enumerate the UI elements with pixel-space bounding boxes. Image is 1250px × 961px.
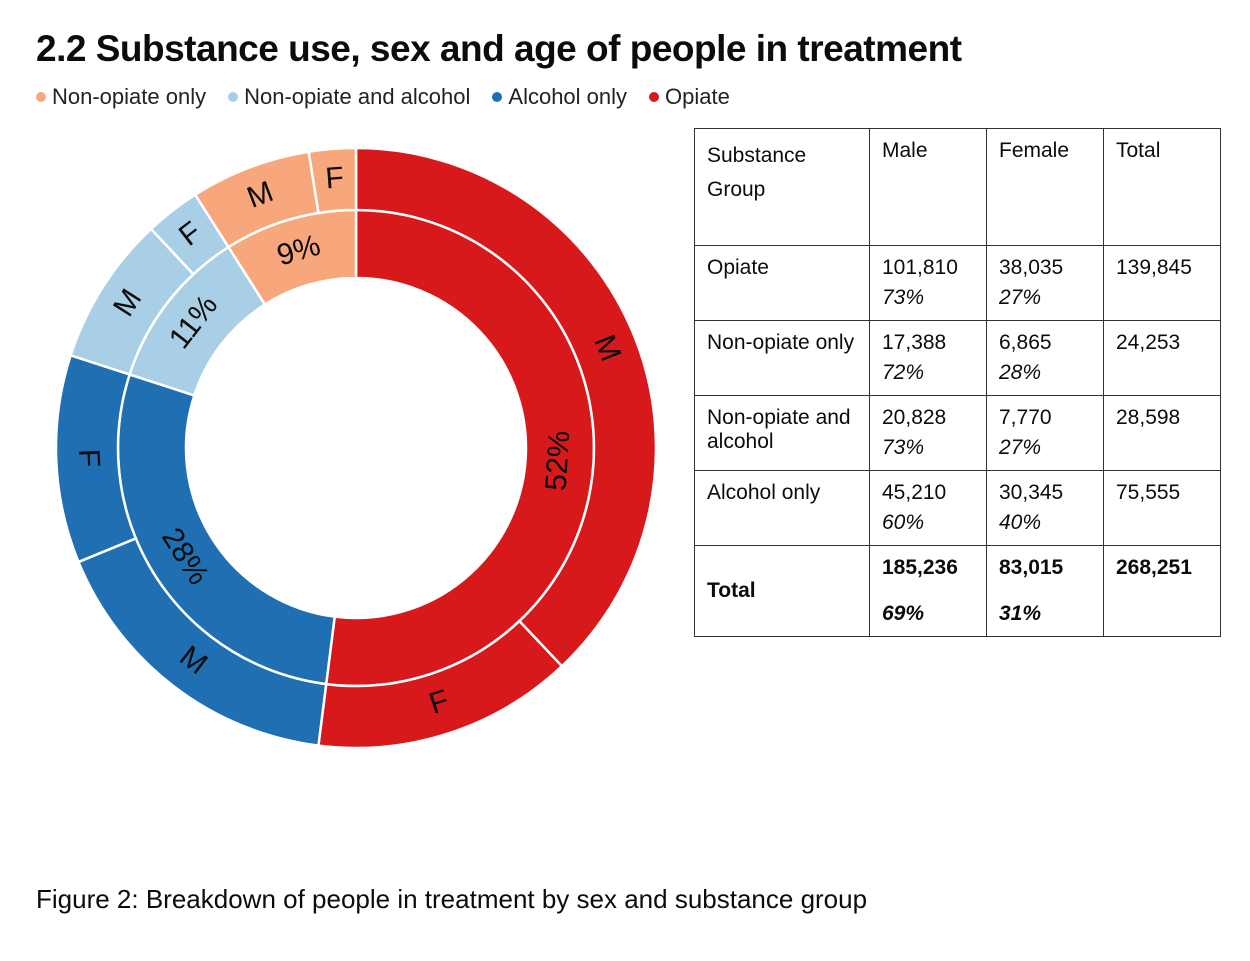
- value-cell: 45,210 60%: [870, 471, 987, 546]
- group-cell: Alcohol only: [695, 471, 870, 546]
- col-header: Female: [987, 129, 1104, 246]
- table-row: Non-opiate and alcohol 20,828 73% 7,770 …: [695, 396, 1221, 471]
- col-header: SubstanceGroup: [695, 129, 870, 246]
- legend-swatch-icon: [492, 92, 502, 102]
- legend-item: Non-opiate only: [36, 84, 206, 110]
- legend-label: Alcohol only: [508, 84, 627, 110]
- data-table: SubstanceGroup Male Female Total Opiate …: [694, 128, 1221, 637]
- donut-label: F: [72, 448, 106, 468]
- cell-number: 7,770: [999, 406, 1091, 430]
- cell-percent: 69%: [882, 602, 974, 626]
- cell-percent: 60%: [882, 511, 974, 535]
- value-cell: 17,388 72%: [870, 321, 987, 396]
- table-row: Non-opiate only 17,388 72% 6,865 28% 24,…: [695, 321, 1221, 396]
- col-header: Male: [870, 129, 987, 246]
- total-cell: 24,253: [1104, 321, 1221, 396]
- content-row: 52%28%11%9%MFMFMFMF SubstanceGroup Male …: [36, 128, 1214, 768]
- cell-percent: 73%: [882, 436, 974, 460]
- value-cell: 6,865 28%: [987, 321, 1104, 396]
- data-table-wrap: SubstanceGroup Male Female Total Opiate …: [694, 128, 1221, 637]
- value-cell: 185,236 69%: [870, 546, 987, 637]
- value-cell: 7,770 27%: [987, 396, 1104, 471]
- value-cell: 20,828 73%: [870, 396, 987, 471]
- legend-swatch-icon: [228, 92, 238, 102]
- cell-percent: 72%: [882, 361, 974, 385]
- cell-percent: 73%: [882, 286, 974, 310]
- donut-svg: 52%28%11%9%MFMFMFMF: [36, 128, 676, 768]
- legend-item: Alcohol only: [492, 84, 627, 110]
- table-row: Alcohol only 45,210 60% 30,345 40% 75,55…: [695, 471, 1221, 546]
- cell-percent: 28%: [999, 361, 1091, 385]
- legend-swatch-icon: [36, 92, 46, 102]
- donut-label: 52%: [540, 430, 577, 492]
- cell-number: 83,015: [999, 556, 1091, 580]
- cell-number: 17,388: [882, 331, 974, 355]
- legend-label: Non-opiate only: [52, 84, 206, 110]
- legend-label: Non-opiate and alcohol: [244, 84, 470, 110]
- table-total-row: Total 185,236 69% 83,015 31% 268,251: [695, 546, 1221, 637]
- cell-number: 38,035: [999, 256, 1091, 280]
- cell-percent: 27%: [999, 286, 1091, 310]
- legend-item: Non-opiate and alcohol: [228, 84, 470, 110]
- table-header-row: SubstanceGroup Male Female Total: [695, 129, 1221, 246]
- donut-label: F: [324, 161, 345, 195]
- legend-item: Opiate: [649, 84, 730, 110]
- page-title: 2.2 Substance use, sex and age of people…: [36, 28, 1214, 70]
- cell-number: 185,236: [882, 556, 974, 580]
- total-cell: 75,555: [1104, 471, 1221, 546]
- cell-number: 20,828: [882, 406, 974, 430]
- group-cell: Total: [695, 546, 870, 637]
- legend-swatch-icon: [649, 92, 659, 102]
- cell-number: 101,810: [882, 256, 974, 280]
- cell-number: 30,345: [999, 481, 1091, 505]
- figure-caption: Figure 2: Breakdown of people in treatme…: [36, 884, 867, 915]
- cell-percent: 40%: [999, 511, 1091, 535]
- table-row: Opiate 101,810 73% 38,035 27% 139,845: [695, 246, 1221, 321]
- total-cell: 139,845: [1104, 246, 1221, 321]
- chart-legend: Non-opiate only Non-opiate and alcohol A…: [36, 84, 1214, 110]
- legend-label: Opiate: [665, 84, 730, 110]
- value-cell: 101,810 73%: [870, 246, 987, 321]
- total-cell: 28,598: [1104, 396, 1221, 471]
- col-label: SubstanceGroup: [707, 139, 806, 206]
- cell-percent: 27%: [999, 436, 1091, 460]
- value-cell: 38,035 27%: [987, 246, 1104, 321]
- group-cell: Non-opiate and alcohol: [695, 396, 870, 471]
- total-cell: 268,251: [1104, 546, 1221, 637]
- group-cell: Non-opiate only: [695, 321, 870, 396]
- group-cell: Opiate: [695, 246, 870, 321]
- value-cell: 83,015 31%: [987, 546, 1104, 637]
- cell-percent: 31%: [999, 602, 1091, 626]
- cell-number: 45,210: [882, 481, 974, 505]
- page-root: 2.2 Substance use, sex and age of people…: [0, 0, 1250, 961]
- donut-chart: 52%28%11%9%MFMFMFMF: [36, 128, 676, 768]
- col-header: Total: [1104, 129, 1221, 246]
- cell-number: 6,865: [999, 331, 1091, 355]
- value-cell: 30,345 40%: [987, 471, 1104, 546]
